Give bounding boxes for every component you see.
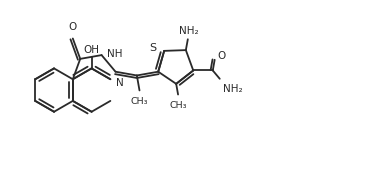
Text: CH₃: CH₃ [169,101,187,110]
Text: OH: OH [83,45,100,55]
Text: N: N [116,78,124,88]
Text: CH₃: CH₃ [131,97,148,106]
Text: S: S [149,43,156,53]
Text: NH₂: NH₂ [179,26,199,36]
Text: NH: NH [108,49,123,59]
Text: O: O [69,22,77,32]
Text: O: O [218,51,226,61]
Text: NH₂: NH₂ [223,84,242,94]
